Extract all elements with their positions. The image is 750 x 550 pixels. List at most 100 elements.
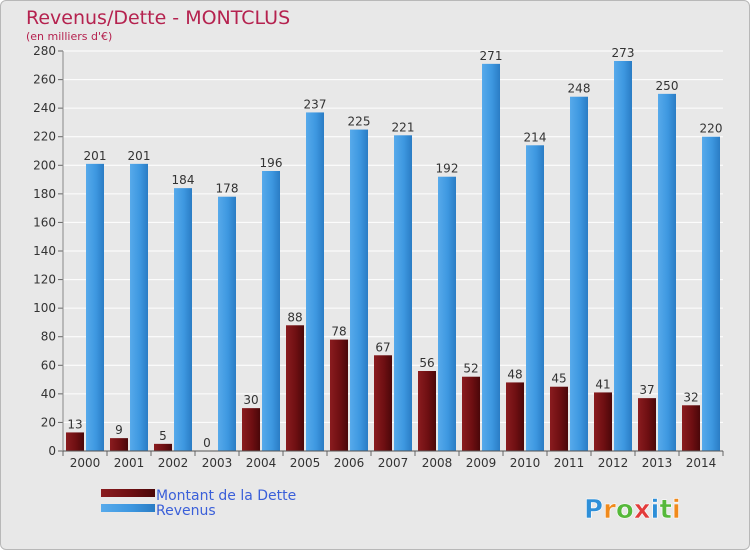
logo-text: Proxiti [584, 495, 681, 525]
label-dette: 37 [639, 383, 654, 397]
x-tick-label: 2006 [334, 456, 365, 470]
bar-revenus [130, 163, 148, 451]
label-revenus: 225 [348, 115, 371, 129]
y-tick-label: 20 [41, 415, 56, 429]
bar-revenus [658, 93, 676, 451]
x-tick-label: 2002 [158, 456, 189, 470]
y-tick-label: 280 [33, 44, 56, 58]
x-tick-label: 2000 [70, 456, 101, 470]
x-tick-label: 2007 [378, 456, 409, 470]
label-dette: 5 [159, 429, 167, 443]
label-revenus: 237 [304, 97, 327, 111]
label-dette: 13 [67, 417, 82, 431]
bar-revenus [438, 176, 456, 451]
label-revenus: 184 [172, 173, 195, 187]
label-revenus: 196 [260, 156, 283, 170]
x-tick-label: 2003 [202, 456, 233, 470]
chart-title: Revenus/Dette - MONTCLUS [26, 7, 290, 29]
x-tick-label: 2009 [466, 456, 497, 470]
bar-revenus [350, 129, 368, 452]
bar-revenus [86, 163, 104, 451]
y-tick-label: 100 [33, 301, 56, 315]
x-axis: 2000 2001 2002 2003 2004 2005 2006 2007 2008 2009… [62, 450, 724, 470]
x-tick-label: 2013 [642, 456, 673, 470]
y-tick-label: 80 [41, 330, 56, 344]
legend-item-debt: Montant de la Dette [101, 488, 296, 504]
legend-swatch-revenus [101, 504, 155, 512]
bar-dette [374, 355, 392, 451]
label-dette: 0 [203, 436, 211, 450]
label-dette: 56 [419, 356, 434, 370]
data-labels: 13 201 9 201 5 184 0 178 30 196 88 237 78 225 67 221 56 1… [67, 46, 722, 450]
bar-dette [682, 405, 700, 451]
legend-swatch-debt [101, 489, 155, 497]
x-tick-label: 2010 [510, 456, 541, 470]
bars [66, 61, 720, 452]
bar-revenus [702, 136, 720, 451]
y-tick-label: 260 [33, 73, 56, 87]
legend-label-revenus: Revenus [156, 503, 216, 519]
proxiti-logo: Proxiti [584, 495, 681, 526]
bar-dette [462, 376, 480, 451]
y-axis: 0 20 40 60 80 100 120 140 160 180 200 220 240 260 280 [33, 44, 64, 458]
y-tick-label: 200 [33, 158, 56, 172]
bar-dette [66, 432, 84, 451]
label-dette: 9 [115, 423, 123, 437]
bar-dette [154, 443, 172, 451]
label-dette: 45 [551, 372, 566, 386]
legend: Montant de la Dette Revenus [101, 488, 296, 519]
label-dette: 30 [243, 393, 258, 407]
bar-dette [418, 371, 436, 451]
x-tick-label: 2012 [598, 456, 629, 470]
y-tick-label: 40 [41, 387, 56, 401]
bar-revenus [306, 112, 324, 451]
x-tick-label: 2004 [246, 456, 277, 470]
label-revenus: 178 [216, 182, 239, 196]
label-dette: 67 [375, 340, 390, 354]
y-tick-label: 160 [33, 215, 56, 229]
label-dette: 52 [463, 362, 478, 376]
chart-subtitle: (en milliers d'€) [26, 30, 112, 43]
bar-revenus [526, 145, 544, 452]
x-tick-label: 2005 [290, 456, 321, 470]
x-tick-label: 2011 [554, 456, 585, 470]
y-tick-label: 220 [33, 130, 56, 144]
label-dette: 41 [595, 377, 610, 391]
label-revenus: 201 [84, 149, 107, 163]
bar-revenus [614, 61, 632, 451]
label-dette: 88 [287, 310, 302, 324]
label-dette: 32 [683, 390, 698, 404]
bar-revenus [218, 196, 236, 451]
label-revenus: 201 [128, 149, 151, 163]
bar-revenus [262, 171, 280, 451]
y-tick-label: 240 [33, 101, 56, 115]
bar-revenus [570, 96, 588, 451]
label-revenus: 248 [568, 82, 591, 96]
x-tick-label: 2008 [422, 456, 453, 470]
y-tick-label: 120 [33, 273, 56, 287]
bar-dette [638, 398, 656, 451]
bar-dette [286, 325, 304, 451]
label-dette: 48 [507, 367, 522, 381]
bar-dette [110, 438, 128, 451]
label-dette: 78 [331, 325, 346, 339]
y-tick-label: 140 [33, 244, 56, 258]
label-revenus: 192 [436, 162, 459, 176]
bar-revenus [482, 63, 500, 451]
legend-item-revenus: Revenus [101, 503, 216, 519]
y-tick-label: 0 [48, 444, 56, 458]
y-tick-label: 60 [41, 358, 56, 372]
bar-dette [550, 386, 568, 451]
legend-label-debt: Montant de la Dette [156, 488, 296, 504]
bar-dette [594, 392, 612, 451]
label-revenus: 273 [612, 46, 635, 60]
label-revenus: 221 [392, 120, 415, 134]
bar-dette [506, 382, 524, 451]
bar-dette [330, 339, 348, 451]
grid-lines [63, 50, 723, 452]
y-tick-label: 180 [33, 187, 56, 201]
label-revenus: 220 [700, 122, 723, 136]
label-revenus: 271 [480, 49, 503, 63]
